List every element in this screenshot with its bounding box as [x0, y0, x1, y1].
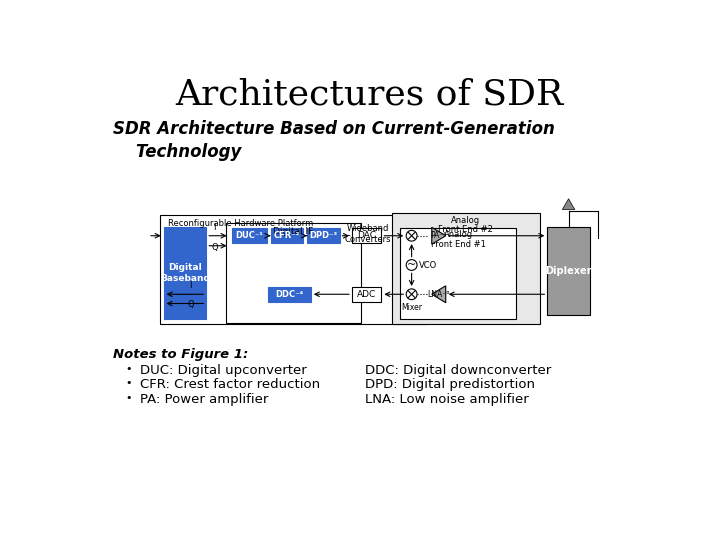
Bar — [225, 222, 361, 323]
Text: PA⁻⁵: PA⁻⁵ — [431, 231, 447, 240]
Circle shape — [406, 289, 417, 300]
Polygon shape — [562, 199, 575, 210]
Text: CFR⁻²: CFR⁻² — [274, 231, 300, 240]
Text: DUC: Digital upconverter: DUC: Digital upconverter — [140, 363, 307, 376]
Text: Wideband
Converters: Wideband Converters — [344, 224, 391, 244]
Text: ADC: ADC — [357, 290, 377, 299]
Bar — [307, 228, 340, 242]
Text: PA: Power amplifier: PA: Power amplifier — [140, 393, 269, 406]
Text: DDC: Digital downconverter: DDC: Digital downconverter — [365, 363, 552, 376]
Bar — [269, 287, 311, 302]
Text: DUC⁻¹: DUC⁻¹ — [235, 231, 264, 240]
Text: •: • — [125, 393, 132, 403]
Text: Notes to Figure 1:: Notes to Figure 1: — [113, 348, 248, 361]
Text: VCO: VCO — [419, 260, 438, 269]
Polygon shape — [432, 286, 446, 303]
Text: •: • — [125, 378, 132, 388]
Text: DPD: Digital predistortion: DPD: Digital predistortion — [365, 378, 535, 391]
Text: Reconfigurable Hardware Platform: Reconfigurable Hardware Platform — [168, 219, 314, 228]
Polygon shape — [432, 227, 446, 244]
Bar — [160, 215, 427, 325]
Text: Digital IF: Digital IF — [274, 226, 314, 235]
Circle shape — [406, 231, 417, 241]
Text: LNA: Low noise amplifier: LNA: Low noise amplifier — [365, 393, 529, 406]
Text: DAC: DAC — [357, 231, 376, 240]
Bar — [232, 228, 266, 242]
Text: Mixer: Mixer — [401, 303, 422, 313]
Bar — [352, 228, 382, 242]
Circle shape — [406, 260, 417, 271]
Text: Digital
Baseband: Digital Baseband — [160, 262, 210, 283]
Text: Architectures of SDR: Architectures of SDR — [175, 77, 563, 111]
Bar — [163, 226, 206, 319]
Text: Diplexer: Diplexer — [545, 266, 592, 276]
Text: Analog
Front End #2: Analog Front End #2 — [438, 215, 493, 234]
Bar — [400, 228, 516, 319]
Bar — [392, 213, 539, 325]
Bar — [271, 228, 303, 242]
Text: LNA⁻⁶: LNA⁻⁶ — [428, 290, 450, 299]
Text: I: I — [189, 281, 192, 291]
Text: SDR Architecture Based on Current-Generation
    Technology: SDR Architecture Based on Current-Genera… — [113, 120, 555, 161]
Text: Q: Q — [212, 244, 218, 252]
Text: I: I — [214, 223, 216, 232]
Text: CFR: Crest factor reduction: CFR: Crest factor reduction — [140, 378, 320, 391]
Text: Analog
Front End #1: Analog Front End #1 — [431, 231, 485, 249]
Bar — [352, 287, 382, 302]
Text: DPD⁻³: DPD⁻³ — [309, 231, 338, 240]
Text: Q: Q — [187, 300, 194, 309]
Bar — [547, 226, 590, 315]
Text: ~: ~ — [407, 260, 416, 270]
Text: •: • — [125, 363, 132, 374]
Text: DDC⁻⁴: DDC⁻⁴ — [276, 290, 304, 299]
